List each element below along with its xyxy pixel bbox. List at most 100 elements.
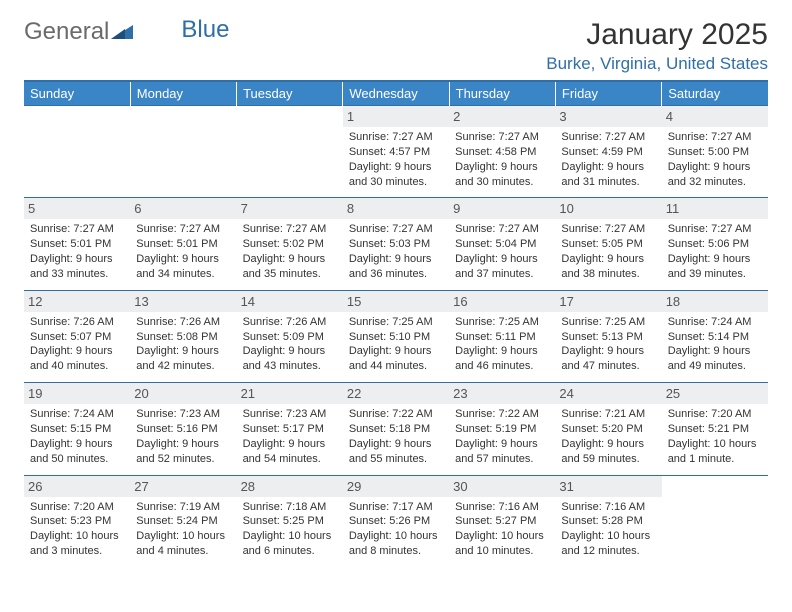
day-number: 28 — [237, 476, 343, 497]
day-number: 29 — [343, 476, 449, 497]
daylight-text: and 49 minutes. — [668, 359, 762, 374]
sunset-text: Sunset: 4:57 PM — [349, 145, 443, 160]
daylight-text: Daylight: 9 hours — [349, 344, 443, 359]
day-number: 5 — [24, 198, 130, 219]
daylight-text: Daylight: 9 hours — [455, 437, 549, 452]
calendar-week-row: 26Sunrise: 7:20 AMSunset: 5:23 PMDayligh… — [24, 475, 768, 567]
brand-logo: General Blue — [24, 18, 229, 46]
calendar-day-cell: 30Sunrise: 7:16 AMSunset: 5:27 PMDayligh… — [449, 475, 555, 567]
calendar-empty-cell — [237, 106, 343, 198]
calendar-day-cell: 25Sunrise: 7:20 AMSunset: 5:21 PMDayligh… — [662, 383, 768, 475]
daylight-text: Daylight: 10 hours — [349, 529, 443, 544]
weekday-header: Thursday — [449, 81, 555, 106]
day-number: 2 — [449, 106, 555, 127]
daylight-text: Daylight: 9 hours — [561, 252, 655, 267]
sunrise-text: Sunrise: 7:27 AM — [561, 222, 655, 237]
daylight-text: and 30 minutes. — [349, 175, 443, 190]
sunset-text: Sunset: 5:24 PM — [136, 514, 230, 529]
sunset-text: Sunset: 5:07 PM — [30, 330, 124, 345]
daylight-text: and 46 minutes. — [455, 359, 549, 374]
daylight-text: Daylight: 10 hours — [668, 437, 762, 452]
sunset-text: Sunset: 5:13 PM — [561, 330, 655, 345]
day-number: 30 — [449, 476, 555, 497]
day-number: 27 — [130, 476, 236, 497]
calendar-day-cell: 11Sunrise: 7:27 AMSunset: 5:06 PMDayligh… — [662, 198, 768, 290]
daylight-text: Daylight: 9 hours — [561, 437, 655, 452]
daylight-text: and 12 minutes. — [561, 544, 655, 559]
daylight-text: Daylight: 9 hours — [30, 437, 124, 452]
sunset-text: Sunset: 5:10 PM — [349, 330, 443, 345]
sunset-text: Sunset: 5:17 PM — [243, 422, 337, 437]
sunset-text: Sunset: 4:58 PM — [455, 145, 549, 160]
day-number: 15 — [343, 291, 449, 312]
calendar-day-cell: 26Sunrise: 7:20 AMSunset: 5:23 PMDayligh… — [24, 475, 130, 567]
sunrise-text: Sunrise: 7:27 AM — [668, 222, 762, 237]
sunset-text: Sunset: 5:16 PM — [136, 422, 230, 437]
daylight-text: Daylight: 9 hours — [455, 252, 549, 267]
sunrise-text: Sunrise: 7:22 AM — [349, 407, 443, 422]
daylight-text: and 42 minutes. — [136, 359, 230, 374]
sunset-text: Sunset: 5:14 PM — [668, 330, 762, 345]
sunrise-text: Sunrise: 7:19 AM — [136, 500, 230, 515]
day-number: 1 — [343, 106, 449, 127]
page-title: January 2025 — [546, 18, 768, 52]
daylight-text: and 59 minutes. — [561, 452, 655, 467]
daylight-text: Daylight: 9 hours — [30, 252, 124, 267]
sunrise-text: Sunrise: 7:24 AM — [668, 315, 762, 330]
daylight-text: Daylight: 9 hours — [136, 437, 230, 452]
weekday-header: Saturday — [662, 81, 768, 106]
calendar-day-cell: 19Sunrise: 7:24 AMSunset: 5:15 PMDayligh… — [24, 383, 130, 475]
calendar-day-cell: 8Sunrise: 7:27 AMSunset: 5:03 PMDaylight… — [343, 198, 449, 290]
sunrise-text: Sunrise: 7:27 AM — [30, 222, 124, 237]
sunset-text: Sunset: 5:23 PM — [30, 514, 124, 529]
location-label: Burke, Virginia, United States — [546, 54, 768, 74]
daylight-text: and 50 minutes. — [30, 452, 124, 467]
weekday-header: Sunday — [24, 81, 130, 106]
sunset-text: Sunset: 5:06 PM — [668, 237, 762, 252]
calendar-day-cell: 24Sunrise: 7:21 AMSunset: 5:20 PMDayligh… — [555, 383, 661, 475]
daylight-text: Daylight: 9 hours — [243, 252, 337, 267]
calendar-week-row: 12Sunrise: 7:26 AMSunset: 5:07 PMDayligh… — [24, 290, 768, 382]
day-number: 21 — [237, 383, 343, 404]
day-number: 12 — [24, 291, 130, 312]
daylight-text: Daylight: 9 hours — [243, 344, 337, 359]
daylight-text: Daylight: 9 hours — [455, 344, 549, 359]
day-number: 17 — [555, 291, 661, 312]
sunset-text: Sunset: 5:08 PM — [136, 330, 230, 345]
sunset-text: Sunset: 5:02 PM — [243, 237, 337, 252]
daylight-text: and 34 minutes. — [136, 267, 230, 282]
weekday-header-row: SundayMondayTuesdayWednesdayThursdayFrid… — [24, 81, 768, 106]
daylight-text: Daylight: 9 hours — [455, 160, 549, 175]
sunrise-text: Sunrise: 7:27 AM — [668, 130, 762, 145]
daylight-text: and 54 minutes. — [243, 452, 337, 467]
calendar-week-row: 19Sunrise: 7:24 AMSunset: 5:15 PMDayligh… — [24, 383, 768, 475]
daylight-text: and 40 minutes. — [30, 359, 124, 374]
day-number: 13 — [130, 291, 236, 312]
sunrise-text: Sunrise: 7:27 AM — [136, 222, 230, 237]
sunset-text: Sunset: 5:15 PM — [30, 422, 124, 437]
daylight-text: Daylight: 9 hours — [349, 160, 443, 175]
calendar-day-cell: 1Sunrise: 7:27 AMSunset: 4:57 PMDaylight… — [343, 106, 449, 198]
daylight-text: and 1 minute. — [668, 452, 762, 467]
sunset-text: Sunset: 5:25 PM — [243, 514, 337, 529]
day-number: 23 — [449, 383, 555, 404]
sunrise-text: Sunrise: 7:20 AM — [668, 407, 762, 422]
calendar-day-cell: 12Sunrise: 7:26 AMSunset: 5:07 PMDayligh… — [24, 290, 130, 382]
sunset-text: Sunset: 5:01 PM — [30, 237, 124, 252]
daylight-text: and 33 minutes. — [30, 267, 124, 282]
sunrise-text: Sunrise: 7:25 AM — [561, 315, 655, 330]
sunrise-text: Sunrise: 7:25 AM — [455, 315, 549, 330]
daylight-text: and 10 minutes. — [455, 544, 549, 559]
calendar-day-cell: 22Sunrise: 7:22 AMSunset: 5:18 PMDayligh… — [343, 383, 449, 475]
sunrise-text: Sunrise: 7:27 AM — [561, 130, 655, 145]
calendar-empty-cell — [24, 106, 130, 198]
daylight-text: and 38 minutes. — [561, 267, 655, 282]
calendar-day-cell: 2 Sunrise: 7:27 AMSunset: 4:58 PMDaylight… — [449, 106, 555, 198]
calendar-day-cell: 13Sunrise: 7:26 AMSunset: 5:08 PMDayligh… — [130, 290, 236, 382]
day-number: 26 — [24, 476, 130, 497]
calendar-day-cell: 5 Sunrise: 7:27 AMSunset: 5:01 PMDaylight… — [24, 198, 130, 290]
sunrise-text: Sunrise: 7:27 AM — [455, 130, 549, 145]
calendar-empty-cell — [130, 106, 236, 198]
sunset-text: Sunset: 5:18 PM — [349, 422, 443, 437]
calendar-day-cell: 15Sunrise: 7:25 AMSunset: 5:10 PMDayligh… — [343, 290, 449, 382]
